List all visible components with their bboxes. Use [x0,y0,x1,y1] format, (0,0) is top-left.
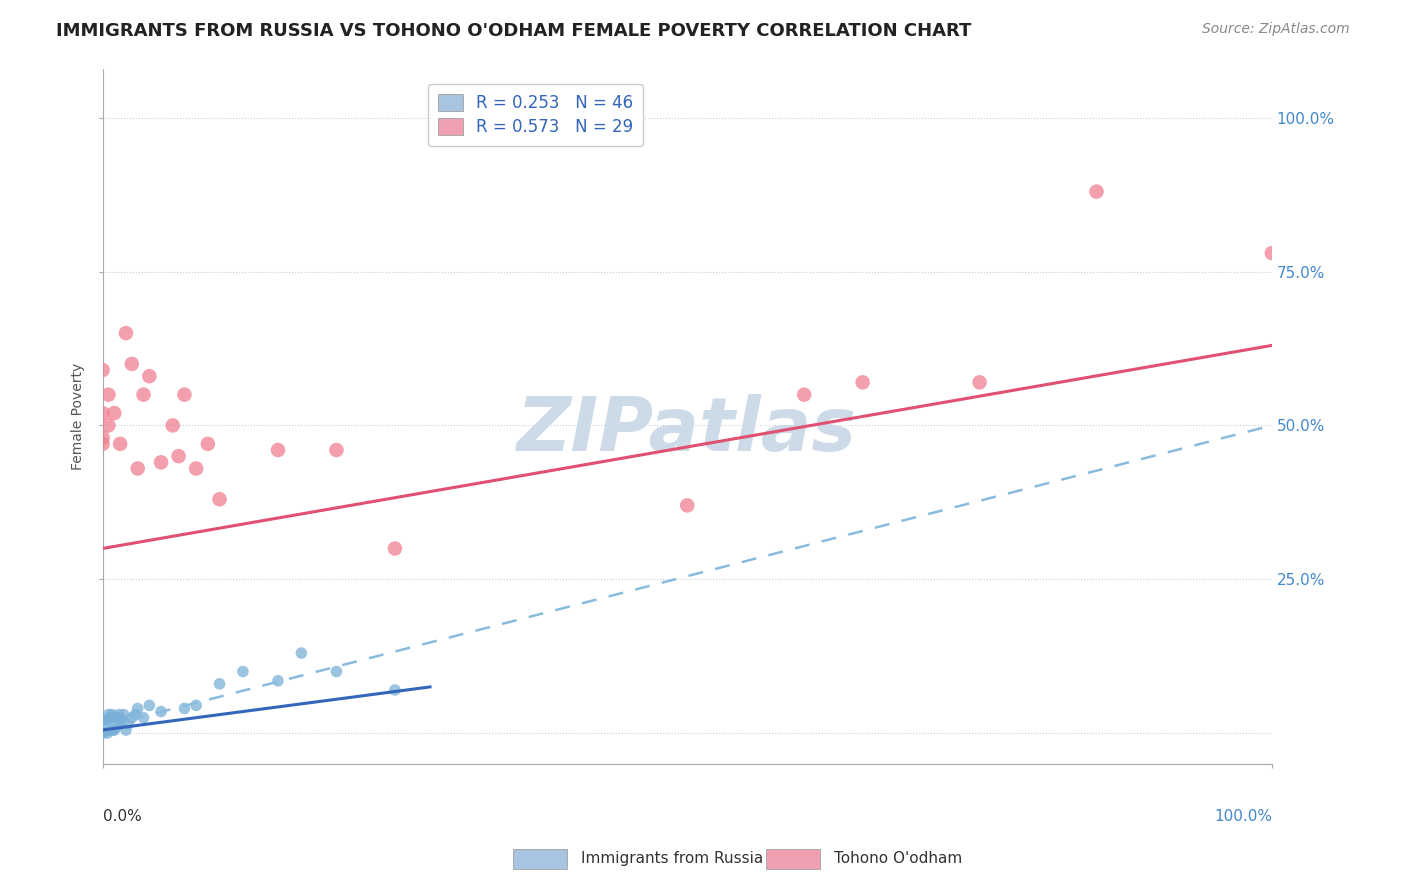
Point [267,673,290,688]
Point [138,369,160,384]
Point [115,326,138,340]
Point [101,707,124,722]
Point [91,363,114,377]
Text: ZIPatlas: ZIPatlas [517,393,858,467]
Point [127,701,149,715]
Point [325,665,347,679]
Point [132,387,155,401]
Point [97,707,120,722]
Text: 0.0%: 0.0% [103,809,142,824]
Point [384,683,406,698]
Legend: R = 0.253   N = 46, R = 0.573   N = 29: R = 0.253 N = 46, R = 0.573 N = 29 [427,84,643,146]
Point [91,437,114,451]
Point [852,376,875,390]
Point [121,357,143,371]
Point [117,716,139,731]
Point [1085,185,1108,199]
Point [793,387,815,401]
Point [150,705,173,719]
Point [127,461,149,475]
Point [96,726,118,740]
Point [103,406,125,420]
Point [94,723,117,737]
Point [101,720,124,734]
Point [1261,246,1284,260]
Point [197,437,219,451]
Point [107,716,129,731]
Point [94,716,117,731]
Y-axis label: Female Poverty: Female Poverty [72,362,86,470]
Point [121,711,143,725]
Text: Tohono O'odham: Tohono O'odham [834,852,962,866]
Point [676,499,699,513]
Point [105,711,128,725]
Point [98,720,121,734]
Point [290,646,312,660]
Point [105,720,128,734]
Point [103,723,125,737]
Point [98,711,121,725]
Point [91,431,114,445]
Point [208,492,231,507]
Point [108,711,131,725]
Point [325,443,347,458]
Point [384,541,406,556]
Point [97,387,120,401]
Point [124,707,146,722]
Point [97,723,120,737]
Point [232,665,254,679]
Point [101,723,124,737]
Point [208,677,231,691]
Point [969,376,991,390]
Point [162,418,184,433]
Point [91,726,114,740]
Point [94,723,117,737]
Text: Source: ZipAtlas.com: Source: ZipAtlas.com [1202,22,1350,37]
Point [94,714,117,728]
Point [173,701,195,715]
Point [97,714,120,728]
Point [186,698,208,713]
Point [97,418,120,433]
Point [112,707,135,722]
Point [100,714,122,728]
Text: IMMIGRANTS FROM RUSSIA VS TOHONO O'ODHAM FEMALE POVERTY CORRELATION CHART: IMMIGRANTS FROM RUSSIA VS TOHONO O'ODHAM… [56,22,972,40]
Point [150,455,173,469]
Point [101,716,124,731]
Point [94,720,117,734]
Point [138,698,160,713]
Point [267,443,290,458]
Point [167,449,190,463]
Point [91,406,114,420]
Point [103,714,125,728]
Point [110,714,132,728]
Point [108,437,131,451]
Point [108,707,131,722]
Text: 100.0%: 100.0% [1213,809,1272,824]
Point [96,720,118,734]
Point [173,387,195,401]
Point [93,720,115,734]
Point [115,723,138,737]
Point [98,716,121,731]
Point [100,723,122,737]
Point [132,711,155,725]
Point [186,461,208,475]
Text: Immigrants from Russia: Immigrants from Russia [581,852,763,866]
